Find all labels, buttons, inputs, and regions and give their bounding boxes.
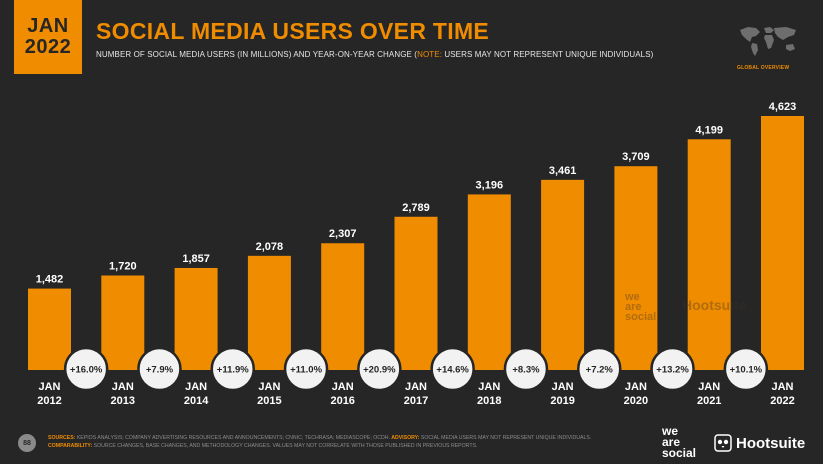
bar-2019 [541,179,585,370]
page-title: SOCIAL MEDIA USERS OVER TIME [96,18,490,44]
category-month-2022: JAN [771,381,793,393]
bar-2013 [101,275,145,370]
world-map-icon [740,27,796,56]
yoy-change-badge-2017 [357,346,402,392]
bar-2021 [687,139,731,370]
yoy-change-label-2019: +8.3% [512,365,540,376]
category-month-2019: JAN [552,381,574,393]
category-month-2017: JAN [405,381,427,393]
sources-label: SOURCES: [48,435,76,441]
category-year-2020: 2020 [624,395,648,407]
advisory-label: ADVISORY: [389,435,420,441]
subtitle-note-label: NOTE: [417,50,443,59]
bar-2012 [28,288,71,370]
we-are-social-watermark: we are social [625,291,657,323]
page-number: 88 [18,434,36,452]
users-bar-chart: 1,482 JAN 2012 1,720 JAN 2013 1,857 JAN 2014 2,07… [28,101,804,407]
comparability-text: SOURCE CHANGES, BASE CHANGES, AND METHOD… [92,443,478,449]
sources-text: KEPIOS ANALYSIS; COMPANY ADVERTISING RES… [75,435,390,441]
category-year-2016: 2016 [330,395,354,407]
logo-are: are [662,435,681,449]
yoy-change-badge-2018 [430,346,475,392]
value-label-2015: 2,078 [256,241,284,253]
yoy-change-badge-2020 [577,346,622,392]
category-month-2014: JAN [185,381,207,393]
bar-2015 [247,255,291,370]
bar-2020 [614,166,658,370]
category-year-2019: 2019 [550,395,574,407]
yoy-change-badge-2022 [723,346,769,392]
yoy-change-label-2021: +13.2% [656,365,689,376]
yoy-change-label-2013: +16.0% [70,365,103,376]
advisory-text: SOCIAL MEDIA USERS MAY NOT REPRESENT UNI… [419,435,592,441]
bar-2014 [174,267,218,370]
category-year-2018: 2018 [477,395,501,407]
category-year-2017: 2017 [404,395,428,407]
subtitle-main: NUMBER OF SOCIAL MEDIA USERS (IN MILLION… [96,50,418,59]
bar-2016 [321,243,365,370]
category-month-2018: JAN [478,381,500,393]
logo-social: social [662,446,697,460]
yoy-change-label-2014: +7.9% [146,365,174,376]
bar-2017 [394,216,438,370]
category-year-2012: 2012 [37,395,61,407]
category-month-2012: JAN [38,381,60,393]
category-year-2015: 2015 [257,395,281,407]
category-month-2015: JAN [258,381,280,393]
value-label-2022: 4,623 [769,101,797,113]
badge-year: 2022 [24,36,72,58]
value-label-2016: 2,307 [329,228,357,240]
hootsuite-watermark: Hootsuite [682,297,747,313]
yoy-change-badge-2021 [650,346,695,392]
value-label-2012: 1,482 [36,274,64,286]
we-are-social-logo: we are social [662,424,697,460]
yoy-change-badge-2013 [63,346,109,392]
global-overview-label: GLOBAL OVERVIEW [737,65,790,71]
watermark-social: social [625,311,657,323]
yoy-change-label-2020: +7.2% [586,365,614,376]
value-label-2018: 3,196 [476,179,504,191]
yoy-change-badge-2019 [503,346,549,392]
category-year-2021: 2021 [697,395,721,407]
bar-2022 [761,116,804,370]
yoy-change-label-2015: +11.9% [217,365,250,376]
value-label-2019: 3,461 [549,165,577,177]
badge-month: JAN [27,15,69,37]
date-badge: JAN 2022 [14,0,82,74]
logo-we: we [662,424,679,438]
yoy-change-badge-2014 [137,346,182,392]
category-year-2013: 2013 [111,395,135,407]
yoy-change-label-2017: +20.9% [363,365,396,376]
value-label-2017: 2,789 [402,202,430,214]
hootsuite-logo: Hootsuite [714,434,805,452]
value-label-2014: 1,857 [182,253,210,265]
yoy-change-label-2016: +11.0% [290,365,323,376]
subtitle-note-text: USERS MAY NOT REPRESENT UNIQUE INDIVIDUA… [442,50,654,59]
yoy-change-badge-2016 [283,346,329,392]
watermark-we: we [625,291,640,303]
category-month-2016: JAN [332,381,354,393]
footer: 88 SOURCES: KEPIOS ANALYSIS; COMPANY ADV… [0,424,823,464]
owl-icon [714,434,732,452]
category-month-2021: JAN [698,381,720,393]
comparability-label: COMPARABILITY: [48,443,93,449]
category-month-2013: JAN [112,381,134,393]
logo-hootsuite-text: Hootsuite [736,434,806,452]
yoy-change-label-2022: +10.1% [730,365,763,376]
watermark-are: are [625,301,642,313]
yoy-change-label-2018: +14.6% [436,365,469,376]
sources-note: SOURCES: KEPIOS ANALYSIS; COMPANY ADVERT… [48,434,628,450]
value-label-2020: 3,709 [622,151,650,163]
value-label-2013: 1,720 [109,260,137,272]
yoy-change-badge-2015 [210,346,255,392]
bar-2018 [467,194,511,370]
category-year-2014: 2014 [184,395,209,407]
category-year-2022: 2022 [770,395,794,407]
subtitle: NUMBER OF SOCIAL MEDIA USERS (IN MILLION… [96,50,653,59]
value-label-2021: 4,199 [695,124,723,136]
category-month-2020: JAN [625,381,647,393]
